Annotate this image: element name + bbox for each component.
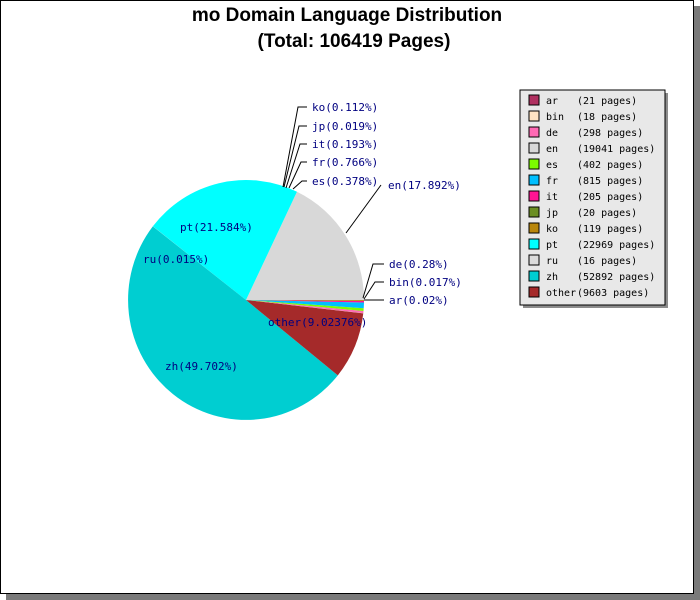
label-leader-lines xyxy=(282,106,384,301)
legend: ar (21 pages) bin (18 pages) de (298 pages) en… xyxy=(519,89,668,308)
pie-slice-bin xyxy=(246,300,364,314)
slice-label-fr: fr(0.766%) xyxy=(312,156,378,169)
legend-pages-fr: (815 pages) xyxy=(577,176,643,187)
legend-pages-ru: (16 pages) xyxy=(577,256,637,267)
legend-key-other: other xyxy=(546,288,576,299)
pie-slice-other xyxy=(246,300,364,376)
pie-slice-jp xyxy=(246,300,365,301)
leader-line-bin xyxy=(363,281,384,300)
slice-label-es: es(0.378%) xyxy=(312,175,378,188)
slice-label-ru: ru(0.015%) xyxy=(143,253,209,266)
leader-line-it xyxy=(285,143,307,189)
legend-key-ko: ko xyxy=(546,224,558,235)
pie-slice-zh xyxy=(128,226,338,420)
legend-key-es: es xyxy=(546,160,558,171)
legend-swatch-other xyxy=(528,286,540,298)
legend-pages-de: (298 pages) xyxy=(577,128,643,139)
legend-pages-ko: (119 pages) xyxy=(577,224,643,235)
pie-slice-de xyxy=(246,300,364,314)
leader-line-de xyxy=(362,263,384,299)
slice-label-zh: zh(49.702%) xyxy=(165,360,238,373)
legend-key-jp: jp xyxy=(546,208,558,219)
chart-subtitle: (Total: 106419 Pages) xyxy=(258,31,451,52)
pie-slice-en xyxy=(246,191,364,300)
legend-pages-en: (19041 pages) xyxy=(577,144,655,155)
legend-swatch-pt xyxy=(528,238,540,250)
pie-slices xyxy=(128,179,365,420)
legend-key-bin: bin xyxy=(546,112,564,123)
slice-label-bin: bin(0.017%) xyxy=(389,276,462,289)
legend-swatch-zh xyxy=(528,270,540,282)
legend-pages-other: (9603 pages) xyxy=(577,288,649,299)
slice-label-ar: ar(0.02%) xyxy=(389,294,449,307)
legend-pages-es: (402 pages) xyxy=(577,160,643,171)
slice-label-it: it(0.193%) xyxy=(312,138,378,151)
legend-pages-bin: (18 pages) xyxy=(577,112,637,123)
leader-line-jp xyxy=(283,125,307,188)
pie-slice-es xyxy=(246,300,364,312)
pie-slice-pt xyxy=(152,179,297,300)
legend-swatch-es xyxy=(528,158,540,170)
slice-label-ko: ko(0.112%) xyxy=(312,101,378,114)
legend-key-it: it xyxy=(546,192,558,203)
slice-labels: en(17.892%) pt(21.584%) ru(0.015%) zh(49.70… xyxy=(143,101,462,373)
legend-swatch-ru xyxy=(528,254,540,266)
legend-key-ru: ru xyxy=(546,256,558,267)
pie-slice-fr xyxy=(246,300,364,309)
legend-pages-jp: (20 pages) xyxy=(577,208,637,219)
legend-swatch-ar xyxy=(528,94,540,106)
legend-swatch-it xyxy=(528,190,540,202)
slice-label-de: de(0.28%) xyxy=(389,258,449,271)
pie-slice-it xyxy=(246,300,364,303)
leader-line-es xyxy=(292,180,307,190)
legend-key-de: de xyxy=(546,128,558,139)
legend-swatch-de xyxy=(528,126,540,138)
legend-key-pt: pt xyxy=(546,240,558,251)
pie-slice-ar xyxy=(246,300,364,314)
legend-key-ar: ar xyxy=(546,96,558,107)
leader-line-ko xyxy=(282,106,307,188)
legend-pages-pt: (22969 pages) xyxy=(577,240,655,251)
slice-label-other: other(9.02376%) xyxy=(268,316,367,329)
legend-pages-it: (205 pages) xyxy=(577,192,643,203)
chart-title: mo Domain Language Distribution xyxy=(192,5,502,26)
legend-key-en: en xyxy=(546,144,558,155)
leader-line-en xyxy=(345,184,382,234)
pie-slice-ko xyxy=(246,300,365,301)
legend-pages-zh: (52892 pages) xyxy=(577,272,655,283)
legend-swatch-ko xyxy=(528,222,540,234)
legend-swatch-en xyxy=(528,142,540,154)
legend-swatch-jp xyxy=(528,206,540,218)
legend-key-fr: fr xyxy=(546,176,558,187)
legend-swatch-bin xyxy=(528,110,540,122)
legend-swatch-fr xyxy=(528,174,540,186)
leader-line-fr xyxy=(288,161,307,189)
legend-box xyxy=(519,89,666,306)
legend-key-zh: zh xyxy=(546,272,558,283)
pie-slice-ru xyxy=(152,226,246,300)
slice-label-jp: jp(0.019%) xyxy=(312,120,378,133)
slice-label-pt: pt(21.584%) xyxy=(180,221,253,234)
legend-pages-ar: (21 pages) xyxy=(577,96,637,107)
slice-label-en: en(17.892%) xyxy=(388,179,461,192)
